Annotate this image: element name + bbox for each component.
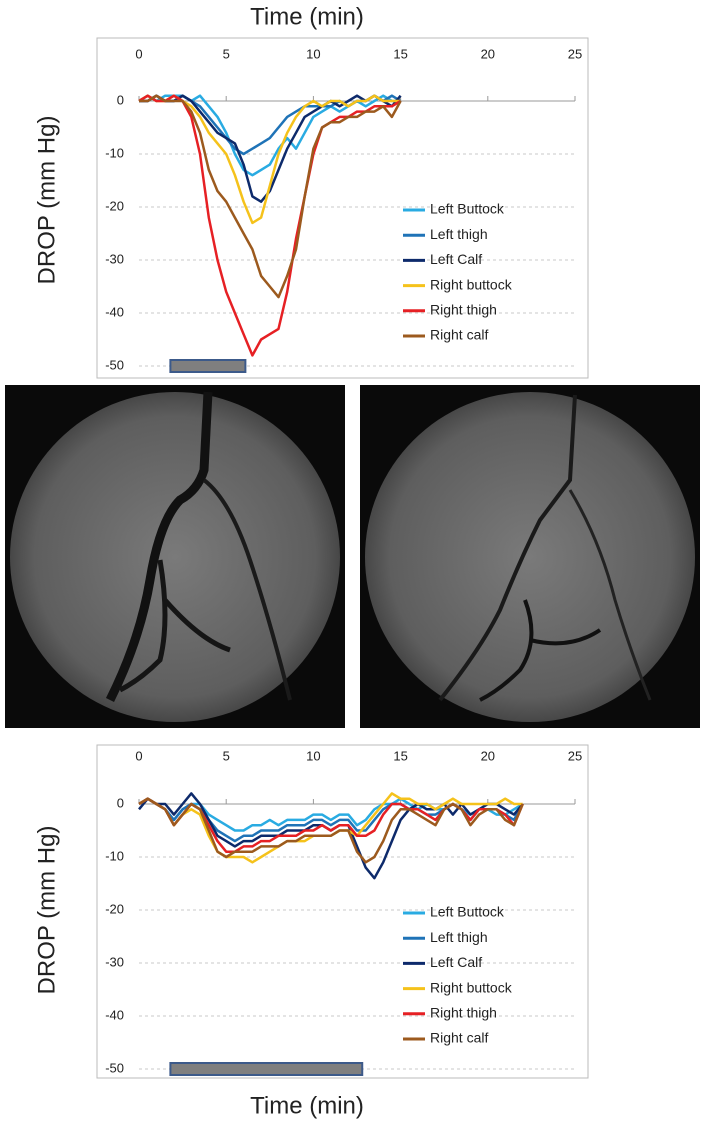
legend-label: Right thigh (430, 1005, 497, 1021)
y-axis-title: DROP (mm Hg) (33, 116, 60, 285)
y-tick-label: -40 (105, 1007, 124, 1022)
legend-label: Left thigh (430, 226, 488, 242)
angiogram-right (360, 385, 700, 728)
chart-frame (96, 37, 589, 379)
x-axis-title: Time (min) (250, 1092, 364, 1119)
occlusion-bar (169, 359, 247, 373)
legend-label: Right thigh (430, 302, 497, 318)
legend-label: Left Buttock (430, 201, 505, 217)
y-tick-label: -10 (105, 848, 124, 863)
legend-label: Left Calf (430, 251, 482, 267)
series-line (139, 94, 402, 299)
x-tick-label: 20 (481, 748, 495, 763)
y-tick-label: -30 (105, 954, 124, 969)
occlusion-bar (169, 1062, 364, 1076)
x-tick-label: 5 (223, 46, 230, 61)
x-tick-label: 15 (393, 748, 407, 763)
x-tick-label: 10 (306, 46, 320, 61)
y-tick-label: 0 (117, 795, 124, 810)
x-tick-label: 20 (481, 46, 495, 61)
legend-label: Right calf (430, 1030, 488, 1046)
x-tick-label: 25 (568, 748, 582, 763)
x-tick-label: 0 (135, 46, 142, 61)
y-tick-label: -20 (105, 198, 124, 213)
y-tick-label: -20 (105, 901, 124, 916)
y-axis-title: DROP (mm Hg) (33, 826, 60, 995)
y-tick-label: -40 (105, 304, 124, 319)
x-tick-label: 10 (306, 748, 320, 763)
y-tick-label: -10 (105, 145, 124, 160)
legend-label: Left Buttock (430, 904, 505, 920)
y-tick-label: -30 (105, 251, 124, 266)
series-line (139, 94, 402, 203)
x-tick-label: 15 (393, 46, 407, 61)
legend-label: Right buttock (430, 979, 513, 995)
x-tick-label: 0 (135, 748, 142, 763)
legend-label: Right buttock (430, 276, 513, 292)
x-tick-label: 5 (223, 748, 230, 763)
legend-label: Left thigh (430, 929, 488, 945)
series-line (138, 94, 401, 177)
x-axis-title: Time (min) (250, 3, 364, 30)
chart-frame (96, 744, 589, 1079)
series-line (138, 797, 524, 864)
legend-label: Left Calf (430, 954, 482, 970)
angiogram-left (5, 385, 345, 728)
legend-label: Right calf (430, 327, 488, 343)
x-tick-label: 25 (568, 46, 582, 61)
y-tick-label: -50 (105, 1060, 124, 1075)
y-tick-label: 0 (117, 92, 124, 107)
y-tick-label: -50 (105, 357, 124, 372)
series-line (138, 94, 402, 357)
